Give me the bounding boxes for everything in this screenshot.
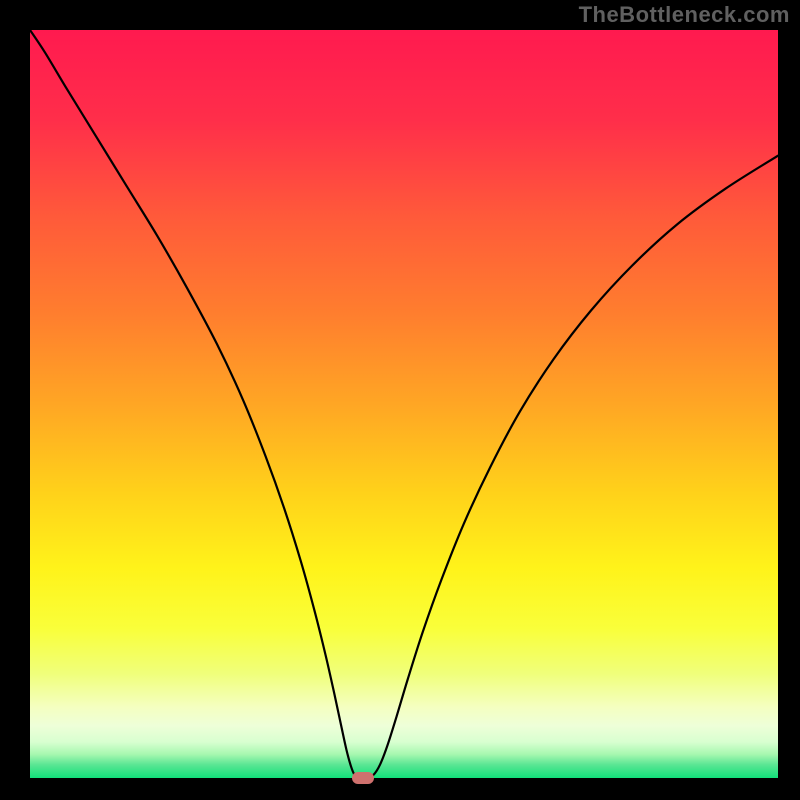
bottleneck-curve — [30, 30, 778, 778]
plot-area — [30, 30, 778, 778]
watermark-text: TheBottleneck.com — [579, 2, 790, 28]
optimal-point-marker — [352, 772, 374, 784]
chart-frame: TheBottleneck.com — [0, 0, 800, 800]
